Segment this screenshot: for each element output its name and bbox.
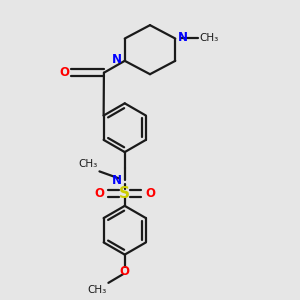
Text: O: O <box>145 187 155 200</box>
Text: O: O <box>94 187 104 200</box>
Text: N: N <box>112 53 122 66</box>
Text: CH₃: CH₃ <box>199 33 218 43</box>
Text: S: S <box>119 186 130 201</box>
Text: O: O <box>60 66 70 79</box>
Text: O: O <box>120 266 130 278</box>
Text: N: N <box>178 31 188 44</box>
Text: CH₃: CH₃ <box>88 285 107 295</box>
Text: CH₃: CH₃ <box>79 159 98 169</box>
Text: N: N <box>111 174 122 187</box>
